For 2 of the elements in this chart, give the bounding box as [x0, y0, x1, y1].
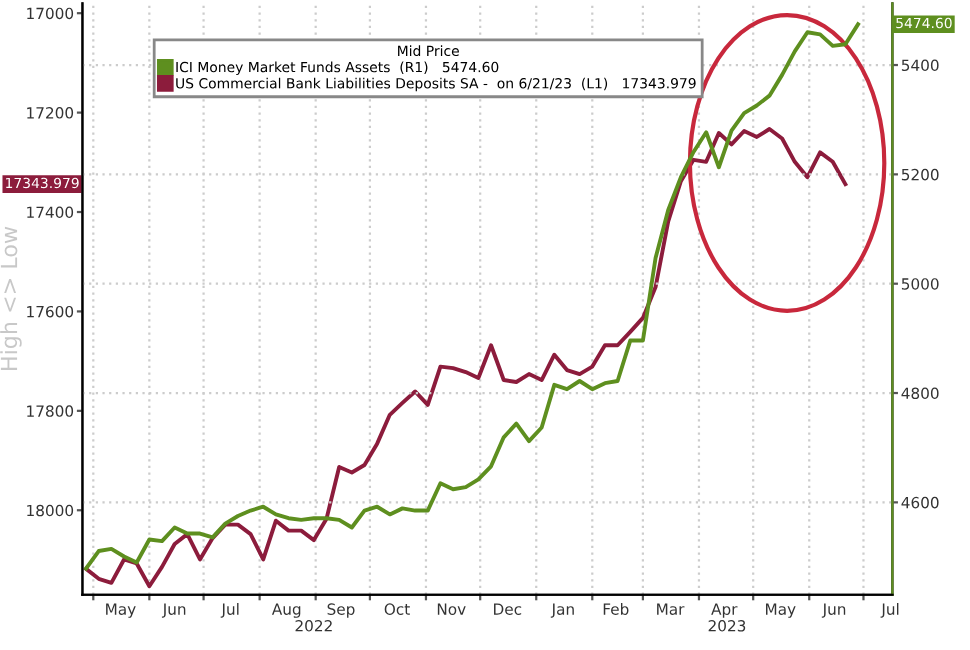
line-series: [84, 22, 860, 571]
line-series: [84, 127, 848, 589]
